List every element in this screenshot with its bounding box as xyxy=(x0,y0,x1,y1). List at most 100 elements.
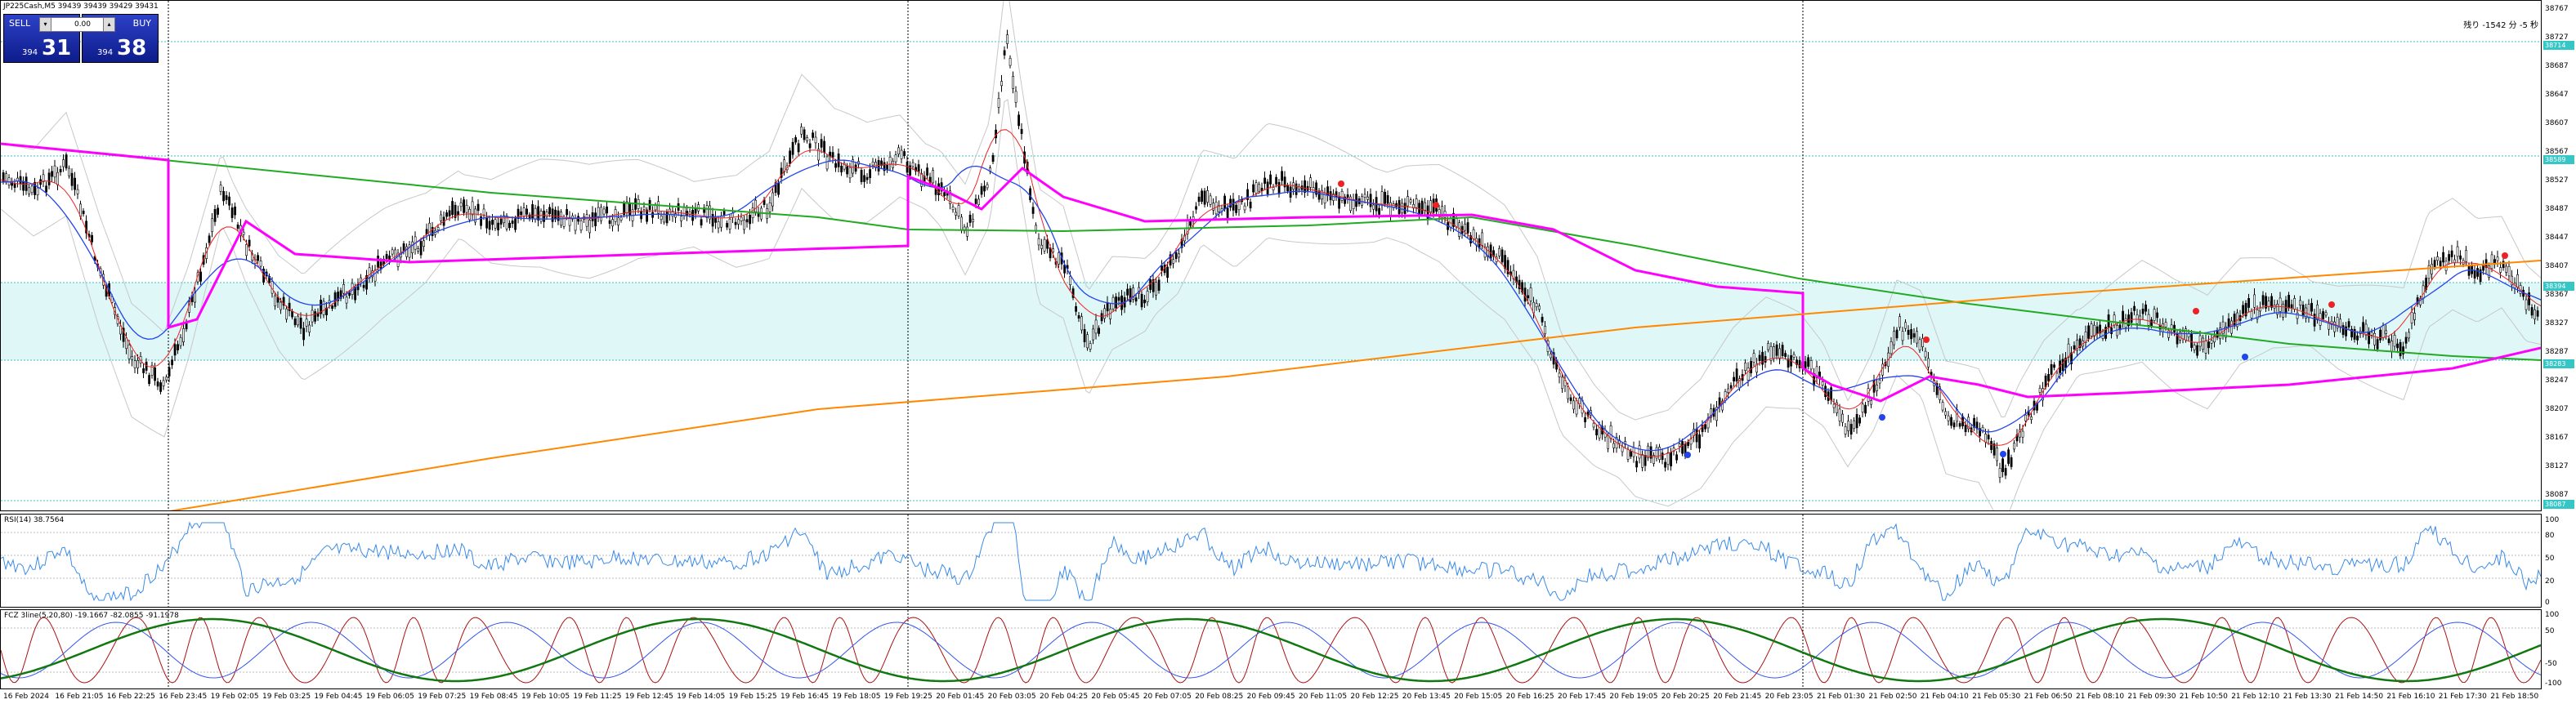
candle-body xyxy=(1069,276,1072,286)
candle-body xyxy=(1870,400,1873,405)
candle-body xyxy=(2370,332,2373,336)
candle-body xyxy=(56,172,60,185)
candle-body xyxy=(2099,324,2102,334)
candle-body xyxy=(1472,229,1475,239)
candle-body xyxy=(1077,315,1080,319)
price-level-label: 38394 xyxy=(2543,282,2574,291)
rsi-pane[interactable]: RSI(14) 38.7564 xyxy=(0,514,2542,608)
candle-body xyxy=(1758,354,1761,361)
price-chart-canvas[interactable] xyxy=(1,1,2542,511)
rsi-title: RSI(14) 38.7564 xyxy=(4,516,65,524)
candle-body xyxy=(897,147,901,155)
price-axis[interactable]: 38767 38727 38687 38647 38607 38567 38527 38487… xyxy=(2542,0,2576,511)
candle-body xyxy=(1464,223,1467,231)
candle-body xyxy=(1183,234,1187,242)
candle-body xyxy=(1907,329,1910,335)
price-tick-label: 38407 xyxy=(2545,262,2569,270)
candle-body xyxy=(91,234,94,243)
candle-body xyxy=(722,211,726,216)
candle-body xyxy=(2095,326,2099,335)
candle-body xyxy=(1578,398,1581,404)
candle-body xyxy=(843,163,846,170)
candle-body xyxy=(1595,429,1599,436)
oscillator-pane[interactable]: FCZ 3line(5,20,80) -19.1667 -82.0855 -91… xyxy=(0,609,2542,689)
candle-body xyxy=(282,296,285,306)
candle-body xyxy=(1853,420,1856,430)
candle-body xyxy=(142,368,145,373)
candle-body xyxy=(660,216,663,221)
candle-body xyxy=(405,246,409,257)
candle-body xyxy=(903,151,906,157)
candle-body xyxy=(268,276,271,283)
candle-body xyxy=(734,221,737,225)
price-tick-label: 38567 xyxy=(2545,148,2569,156)
candle-body xyxy=(2536,310,2539,317)
candle-body xyxy=(2473,270,2476,278)
candle-body xyxy=(51,171,54,177)
rsi-tick-label: 0 xyxy=(2545,599,2550,607)
candle-body xyxy=(1349,196,1353,212)
candle-body xyxy=(47,172,51,185)
candle-body xyxy=(1635,461,1639,468)
candle-body xyxy=(322,301,325,315)
candle-body xyxy=(791,141,794,155)
rsi-line xyxy=(1,521,2541,602)
bollinger-upper xyxy=(1,1,2541,421)
candle-body xyxy=(474,208,477,223)
lot-increase-button[interactable]: ▴ xyxy=(103,17,115,32)
candle-body xyxy=(915,167,918,172)
candle-body xyxy=(2038,387,2042,393)
candle-body xyxy=(840,166,843,172)
candle-body xyxy=(2061,359,2064,372)
candle-body xyxy=(834,163,838,168)
candle-body xyxy=(674,213,678,218)
candle-body xyxy=(1395,203,1398,207)
candle-body xyxy=(823,140,826,154)
candle-body xyxy=(574,218,577,231)
candle-body xyxy=(1592,422,1595,428)
candle-body xyxy=(225,195,228,200)
candle-body xyxy=(217,207,220,215)
time-axis[interactable]: 16 Feb 2024 16 Feb 21:05 16 Feb 22:25 16 Fe… xyxy=(0,691,2542,704)
time-tick-label: 19 Feb 07:25 xyxy=(418,693,467,701)
candle-body xyxy=(1878,379,1881,384)
lot-decrease-button[interactable]: ▾ xyxy=(39,17,51,32)
candle-body xyxy=(2368,331,2371,345)
candle-body xyxy=(1647,445,1650,458)
time-tick-label: 19 Feb 16:45 xyxy=(780,693,830,701)
candle-body xyxy=(1664,461,1667,468)
candle-body xyxy=(686,211,689,216)
candle-body xyxy=(2010,457,2013,467)
candle-body xyxy=(1958,423,1961,427)
price-chart-pane[interactable] xyxy=(0,0,2542,511)
candle-body xyxy=(726,223,729,228)
candle-body xyxy=(417,248,420,252)
candle-body xyxy=(1735,368,1738,381)
candle-body xyxy=(2202,337,2205,350)
candle-body xyxy=(1000,81,1004,87)
candle-body xyxy=(454,204,457,218)
candle-body xyxy=(2353,328,2356,340)
candle-body xyxy=(2259,307,2262,312)
candle-body xyxy=(2221,321,2225,334)
candle-body xyxy=(2265,296,2268,309)
candle-body xyxy=(1918,339,1921,350)
candle-body xyxy=(617,217,620,226)
candle-body xyxy=(1626,448,1630,460)
candle-body xyxy=(771,192,775,207)
candle-body xyxy=(448,210,451,216)
lot-size-input[interactable]: 0.00 xyxy=(51,17,114,32)
candle-body xyxy=(1466,222,1469,234)
candle-body xyxy=(1858,417,1862,424)
candle-body xyxy=(1161,265,1164,271)
candle-body xyxy=(1155,282,1158,296)
one-click-trading-panel: JP225Cash,M5 39439 39439 39429 39431 SEL… xyxy=(3,2,159,63)
time-tick-label: 20 Feb 07:05 xyxy=(1143,693,1192,701)
candle-body xyxy=(665,212,669,224)
candle-body xyxy=(1263,177,1267,184)
candle-body xyxy=(1733,377,1736,381)
candle-body xyxy=(1773,346,1776,359)
candle-body xyxy=(1315,182,1318,195)
candle-body xyxy=(980,186,983,195)
candle-body xyxy=(797,143,800,153)
